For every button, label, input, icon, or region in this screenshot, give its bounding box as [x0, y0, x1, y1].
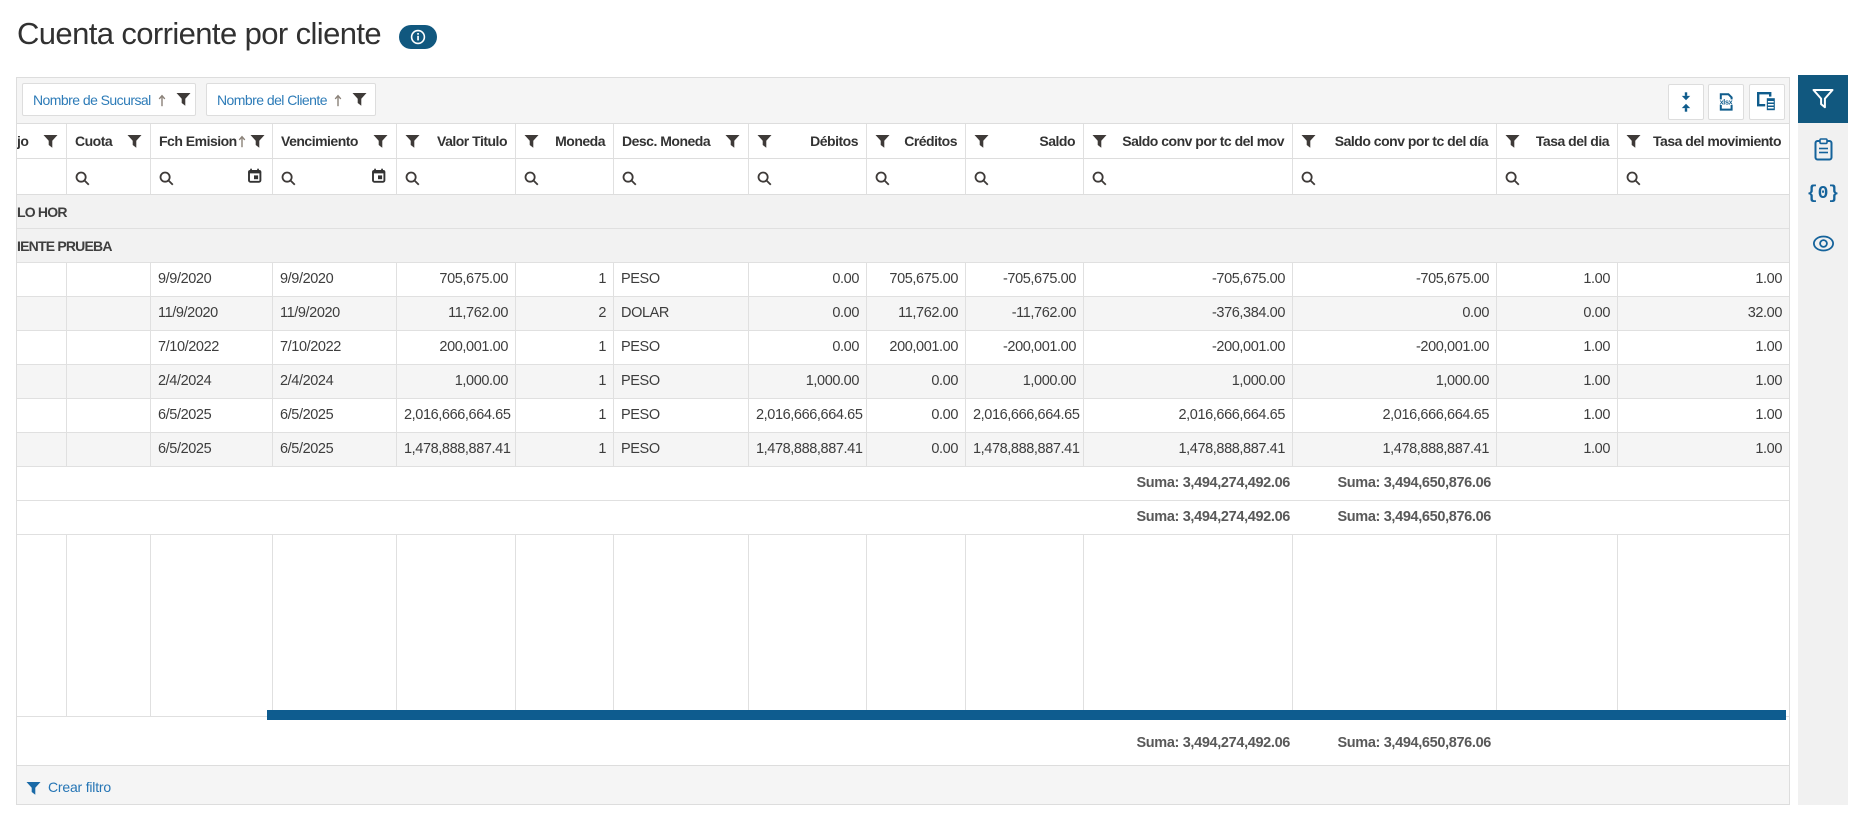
svg-text:xlsx: xlsx: [1720, 97, 1733, 106]
